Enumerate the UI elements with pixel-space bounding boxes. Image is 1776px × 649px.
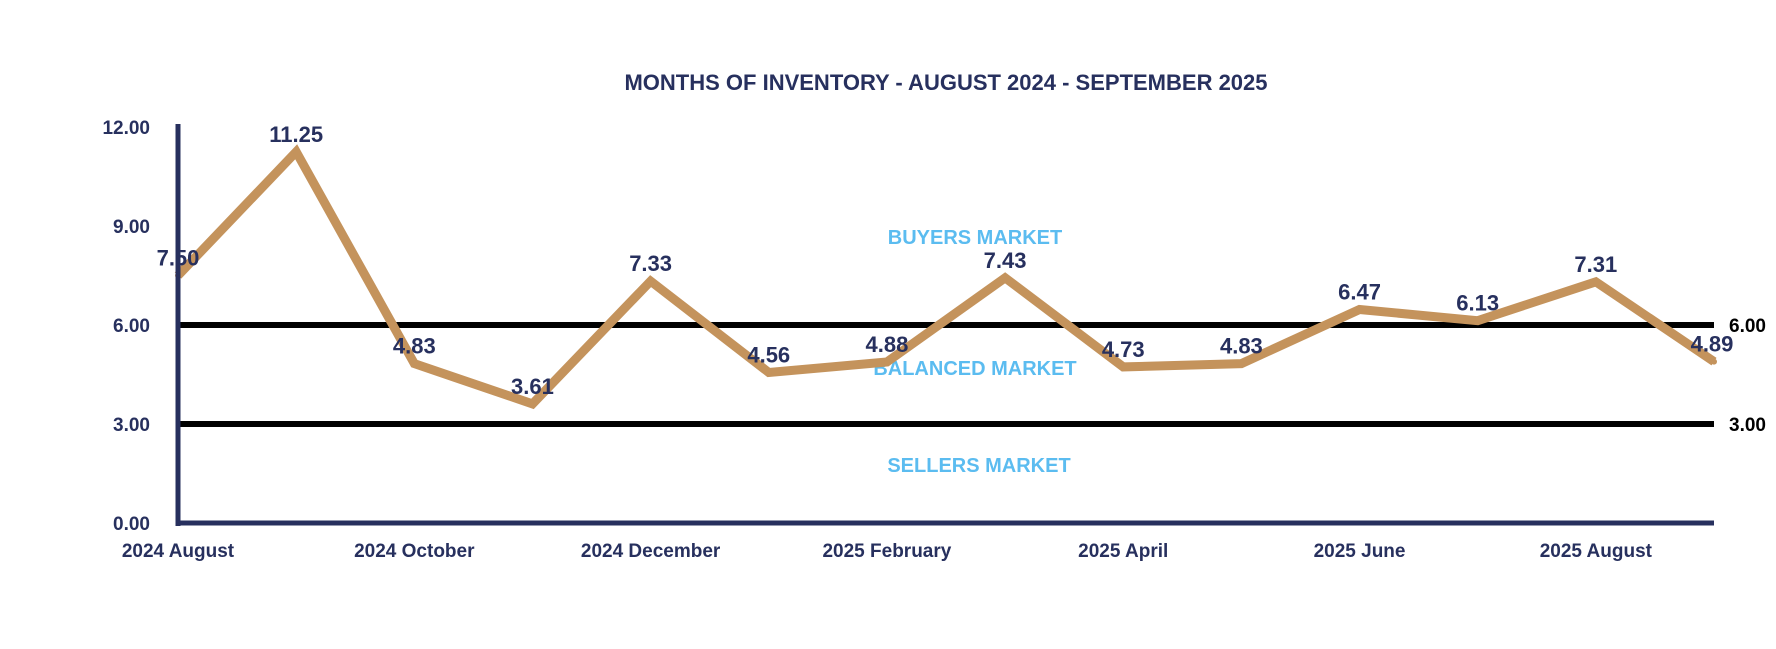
reference-line-label-0: 6.00 [1729, 316, 1766, 337]
y-tick-label-4: 12.00 [102, 118, 150, 139]
data-label-10: 6.47 [1338, 279, 1381, 304]
data-point-1 [293, 148, 300, 155]
x-tick-label-5: 2025 June [1314, 541, 1406, 562]
data-label-3: 3.61 [511, 374, 554, 399]
data-label-0: 7.50 [157, 246, 200, 271]
y-tick-label-2: 6.00 [113, 316, 150, 337]
data-label-11: 6.13 [1456, 291, 1499, 316]
y-tick-label-1: 3.00 [113, 415, 150, 436]
data-point-3 [529, 400, 536, 407]
data-label-1: 11.25 [269, 122, 323, 147]
data-label-13: 4.89 [1691, 332, 1734, 357]
data-label-12: 7.31 [1574, 252, 1617, 277]
data-point-2 [411, 360, 418, 367]
data-point-13 [1711, 358, 1717, 365]
data-label-8: 4.73 [1102, 337, 1145, 362]
data-label-6: 4.88 [866, 332, 909, 357]
data-point-5 [765, 369, 772, 376]
y-tick-label-3: 9.00 [113, 217, 150, 238]
data-point-6 [883, 358, 890, 365]
y-tick-label-0: 0.00 [113, 514, 150, 535]
x-tick-label-4: 2025 April [1078, 541, 1168, 562]
buyers-market-label: BUYERS MARKET [888, 227, 1062, 249]
axes-layer [175, 124, 1714, 526]
data-point-9 [1238, 360, 1245, 367]
data-point-4 [647, 278, 654, 285]
data-point-7 [1002, 274, 1009, 281]
x-tick-label-3: 2025 February [822, 541, 951, 562]
data-label-7: 7.43 [984, 248, 1027, 273]
series-line [174, 144, 1717, 410]
data-point-10 [1356, 306, 1363, 313]
data-point-8 [1120, 363, 1127, 370]
zone-labels: BUYERS MARKET BALANCED MARKET SELLERS MA… [873, 227, 1076, 477]
x-tick-label-0: 2024 August [122, 541, 235, 562]
data-label-5: 4.56 [747, 343, 790, 368]
x-tick-label-2: 2024 December [581, 541, 721, 562]
data-label-2: 4.83 [393, 334, 436, 359]
sellers-market-label: SELLERS MARKET [887, 455, 1070, 477]
balanced-market-label: BALANCED MARKET [873, 358, 1076, 380]
data-label-4: 7.33 [629, 251, 672, 276]
data-label-9: 4.83 [1220, 334, 1263, 359]
x-tick-label-6: 2025 August [1540, 541, 1653, 562]
chart-title: MONTHS OF INVENTORY - AUGUST 2024 - SEPT… [624, 70, 1267, 95]
data-point-11 [1474, 317, 1481, 324]
data-point-12 [1592, 278, 1599, 285]
labels-layer: 0.00 3.00 6.00 9.00 12.00 2024 August 2024 Oct… [102, 118, 1733, 562]
reference-line-label-1: 3.00 [1729, 415, 1766, 436]
x-tick-label-1: 2024 October [354, 541, 475, 562]
